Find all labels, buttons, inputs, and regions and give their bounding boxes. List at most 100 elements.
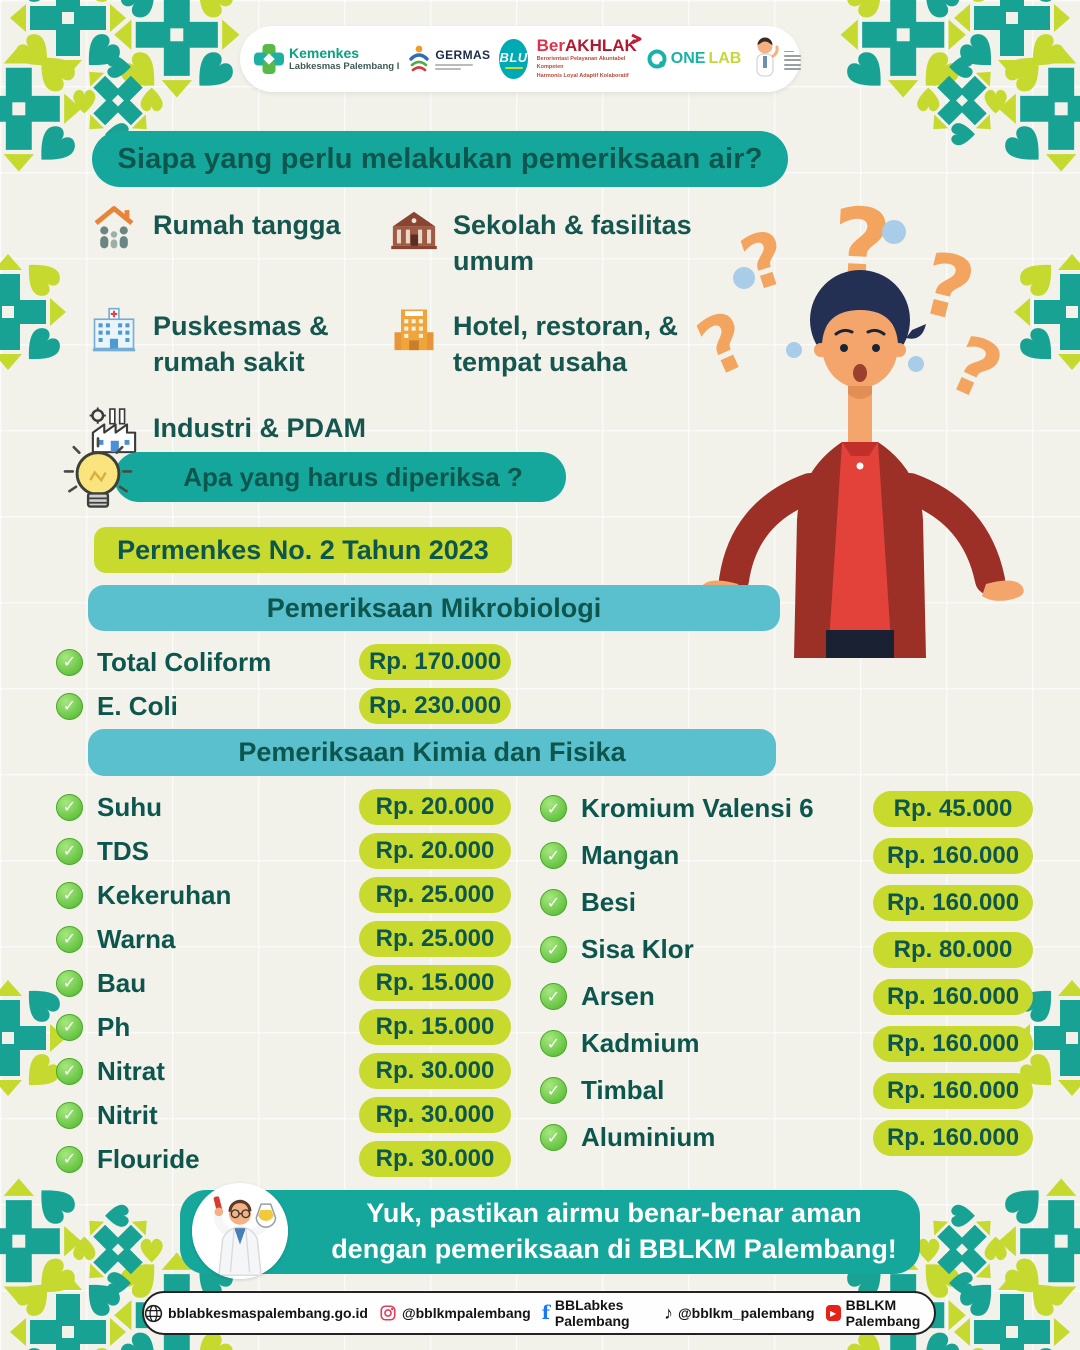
price-pill: Rp. 20.000: [359, 789, 511, 825]
price-row: ✓ Nitrit Rp. 30.000: [56, 1093, 518, 1137]
price-row: ✓ Kekeruhan Rp. 25.000: [56, 873, 518, 917]
price-pill: Rp. 160.000: [873, 884, 1033, 921]
berakhlak-suffix: AKHLAK: [565, 36, 637, 56]
cta-banner: Yuk, pastikan airmu benar-benar aman den…: [180, 1183, 920, 1279]
hotel-icon: [394, 309, 434, 351]
blu-label: BLU: [499, 49, 528, 65]
check-icon: ✓: [56, 692, 83, 720]
berakhlak-logo: BerAKHLAK Berorientasi Pelayanan Akuntab…: [536, 34, 642, 80]
onelab-lab: LAB: [708, 50, 742, 67]
price-row: ✓ Total Coliform Rp. 170.000: [56, 640, 780, 684]
category-label: Industri & PDAM: [153, 412, 366, 443]
school-icon: [391, 211, 437, 250]
youtube-icon: ▶: [825, 1305, 841, 1321]
germas-logo: GERMAS: [408, 45, 490, 73]
chemistry-title-bar: Pemeriksaan Kimia dan Fisika: [88, 729, 776, 776]
germas-label: GERMAS: [435, 48, 491, 62]
price-pill: Rp. 45.000: [873, 790, 1033, 827]
check-icon: ✓: [56, 881, 83, 909]
footer-contact-bar: bblabkesmaspalembang.go.id @bblkmpalemba…: [142, 1291, 936, 1335]
microbiology-list: ✓ Total Coliform Rp. 170.000 ✓ E. Coli R…: [56, 640, 780, 728]
facebook-icon: f: [541, 1302, 550, 1324]
parameter-label: Timbal: [581, 1075, 665, 1105]
brand-bar: Kemenkes Labkesmas Palembang I GERMAS BL…: [240, 26, 802, 92]
price-pill: Rp. 25.000: [359, 877, 511, 913]
berakhlak-tagline-1: Berorientasi Pelayanan Akuntabel Kompete…: [536, 56, 626, 70]
parameter-label: Flouride: [97, 1143, 200, 1174]
price-row: ✓ Sisa Klor Rp. 80.000: [540, 926, 1034, 973]
check-icon: ✓: [56, 1101, 83, 1129]
microbiology-title-bar: Pemeriksaan Mikrobiologi: [88, 585, 780, 631]
chemistry-left-list: ✓ Suhu Rp. 20.000 ✓ TDS Rp. 20.000 ✓ Kek…: [56, 785, 518, 1181]
footer-instagram-text: @bblkmpalembang: [401, 1305, 531, 1321]
parameter-label: Warna: [97, 923, 176, 954]
chemistry-right-list: ✓ Kromium Valensi 6 Rp. 45.000 ✓ Mangan …: [540, 785, 1034, 1161]
price-row: ✓ Timbal Rp. 160.000: [540, 1067, 1034, 1114]
price-row: ✓ TDS Rp. 20.000: [56, 829, 518, 873]
price-row: ✓ Ph Rp. 15.000: [56, 1005, 518, 1049]
check-icon: ✓: [540, 1124, 567, 1151]
onelab-logo: ONE LAB: [646, 48, 742, 70]
parameter-label: Kadmium: [581, 1028, 700, 1058]
price-pill: Rp. 25.000: [359, 921, 511, 957]
price-row: ✓ E. Coli Rp. 230.000: [56, 684, 780, 728]
cta-line1: Yuk, pastikan airmu benar-benar aman: [366, 1198, 862, 1229]
house-family-icon: [94, 206, 134, 249]
instagram-icon: [380, 1305, 396, 1321]
parameter-label: Kekeruhan: [97, 879, 232, 910]
price-row: ✓ Nitrat Rp. 30.000: [56, 1049, 518, 1093]
parameter-label: Kromium Valensi 6: [581, 793, 814, 823]
price-row: ✓ Kromium Valensi 6 Rp. 45.000: [540, 785, 1034, 832]
price-row: ✓ Aluminium Rp. 160.000: [540, 1114, 1034, 1161]
category-sekolah: Sekolah & fasilitas umum: [388, 202, 702, 279]
germas-icon: [409, 45, 430, 72]
mascot-icon: [750, 36, 802, 82]
parameter-label: Sisa Klor: [581, 934, 694, 964]
check-icon: ✓: [56, 837, 83, 865]
price-row: ✓ Flouride Rp. 30.000: [56, 1137, 518, 1181]
kemenkes-logo-icon: [254, 44, 284, 74]
category-hotel: Hotel, restoran, & tempat usaha: [388, 303, 702, 380]
price-pill: Rp. 160.000: [873, 978, 1033, 1015]
lightbulb-icon: [63, 437, 133, 508]
price-row: ✓ Warna Rp. 25.000: [56, 917, 518, 961]
price-pill: Rp. 230.000: [359, 688, 511, 724]
berakhlak-prefix: Ber: [536, 36, 566, 56]
globe-icon: [144, 1304, 163, 1322]
price-pill: Rp. 30.000: [359, 1097, 511, 1133]
category-label: Puskesmas & rumah sakit: [153, 311, 329, 377]
price-row: ✓ Kadmium Rp. 160.000: [540, 1020, 1034, 1067]
what-section-title: Apa yang harus diperiksa ?: [114, 452, 566, 502]
footer-tiktok-text: @bblkm_palembang: [678, 1305, 815, 1321]
blu-logo-icon: BLU: [499, 39, 528, 79]
factory-icon: [89, 406, 137, 453]
check-icon: ✓: [540, 842, 567, 869]
price-row: ✓ Bau Rp. 15.000: [56, 961, 518, 1005]
footer-instagram: @bblkmpalembang: [379, 1304, 531, 1322]
price-pill: Rp. 15.000: [359, 965, 511, 1001]
parameter-label: E. Coli: [97, 690, 178, 721]
onelab-icon: [647, 49, 667, 69]
scientist-illustration: [192, 1183, 288, 1279]
footer-tiktok: ♪ @bblkm_palembang: [664, 1303, 815, 1324]
check-icon: ✓: [540, 1077, 567, 1104]
footer-youtube: ▶ BBLKM Palembang: [825, 1297, 934, 1329]
parameter-label: Nitrit: [97, 1099, 158, 1130]
price-row: ✓ Arsen Rp. 160.000: [540, 973, 1034, 1020]
parameter-label: Aluminium: [581, 1122, 716, 1152]
price-pill: Rp. 30.000: [359, 1053, 511, 1089]
who-section-title: Siapa yang perlu melakukan pemeriksaan a…: [92, 131, 788, 187]
parameter-label: Nitrat: [97, 1055, 165, 1086]
price-row: ✓ Mangan Rp. 160.000: [540, 832, 1034, 879]
category-label: Hotel, restoran, & tempat usaha: [453, 311, 679, 377]
price-pill: Rp. 160.000: [873, 1025, 1033, 1062]
parameter-label: Besi: [581, 887, 636, 917]
parameter-label: Suhu: [97, 791, 162, 822]
footer-website-text: bblabkesmaspalembang.go.id: [168, 1305, 368, 1321]
parameter-label: TDS: [97, 835, 149, 866]
berakhlak-tagline-2: Harmonis Loyal Adaptif Kolaboratif: [536, 73, 629, 80]
check-icon: ✓: [56, 925, 83, 953]
regulation-badge: Permenkes No. 2 Tahun 2023: [94, 527, 512, 573]
footer-youtube-text: BBLKM Palembang: [845, 1297, 921, 1329]
price-pill: Rp. 160.000: [873, 1072, 1033, 1109]
